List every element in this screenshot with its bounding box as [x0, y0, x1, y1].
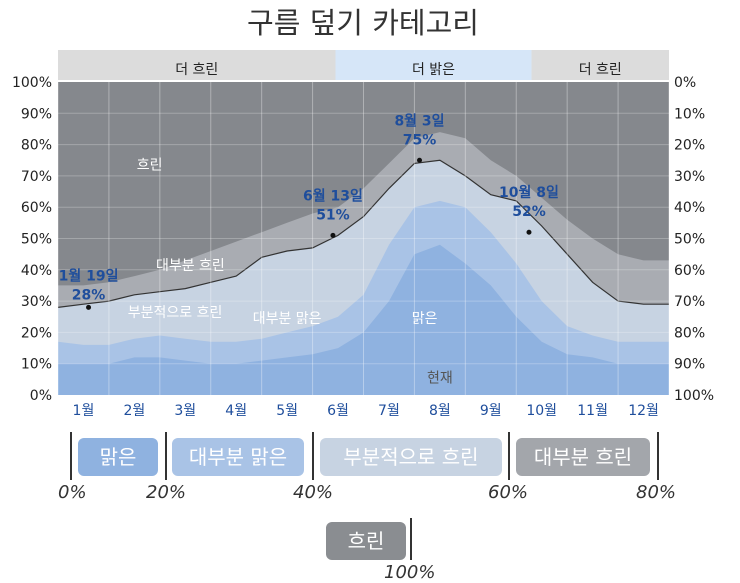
month-label: 11월: [577, 403, 608, 419]
y-left-tick: 30%: [21, 294, 52, 310]
y-right-tick: 40%: [674, 200, 705, 216]
annotation-date: 6월 13일: [303, 187, 363, 204]
area-series: [57, 82, 669, 395]
legend-box: 대부분 맑은: [172, 438, 304, 476]
annotation-date: 8월 3일: [394, 112, 444, 129]
region-label: 맑은: [412, 311, 438, 327]
grid-lines: [57, 82, 670, 395]
region-label: 현재: [427, 370, 453, 386]
month-label: 4월: [225, 403, 247, 419]
legend-box: 맑은: [78, 438, 158, 476]
y-left-tick: 70%: [21, 169, 52, 185]
month-label: 7월: [378, 403, 400, 419]
month-label: 3월: [174, 403, 196, 419]
month-label: 2월: [123, 403, 145, 419]
y-left-tick: 80%: [21, 138, 52, 154]
y-right-tick: 0%: [674, 75, 696, 91]
month-label: 8월: [429, 403, 451, 419]
month-label: 1월: [73, 403, 95, 419]
y-left-tick: 0%: [30, 388, 52, 404]
top-band-label: 더 흐린: [175, 62, 218, 78]
y-right-tick: 100%: [674, 388, 714, 404]
annotation-date: 1월 19일: [59, 267, 119, 284]
y-left-tick: 90%: [21, 106, 52, 122]
y-left-tick: 40%: [21, 263, 52, 279]
y-right-tick: 50%: [674, 232, 705, 248]
clear-sky-line: [57, 159, 669, 308]
top-band-label: 더 흐린: [579, 62, 622, 78]
top-band-2: [531, 50, 669, 80]
y-left-tick: 20%: [21, 325, 52, 341]
annotation-value: 51%: [316, 207, 350, 223]
legend-box: 흐린: [326, 522, 406, 560]
month-label: 5월: [276, 403, 298, 419]
y-right-tick: 70%: [674, 294, 705, 310]
y-right-tick: 30%: [674, 169, 705, 185]
annotation-date: 10월 8일: [499, 184, 559, 201]
annotation-value: 52%: [512, 204, 546, 220]
top-band-1: [335, 50, 532, 80]
y-left-tick: 10%: [21, 357, 52, 373]
top-bands: 더 흐린 더 밝은 더 흐린: [58, 50, 669, 80]
area-0: [58, 244, 669, 395]
chart-title: 구름 덮기 카테고리: [247, 6, 479, 40]
legend-box: 부분적으로 흐린: [320, 438, 502, 476]
y-axis-right: 100% 90% 80% 70% 60% 50% 40% 30% 20% 10% 0%: [674, 75, 714, 404]
y-right-tick: 80%: [674, 325, 705, 341]
y-axis-left: 0% 10% 20% 30% 40% 50% 60% 70% 80% 90% 100%: [12, 75, 52, 404]
y-left-tick: 50%: [21, 232, 52, 248]
y-right-tick: 90%: [674, 357, 705, 373]
month-label: 9월: [480, 403, 502, 419]
annotation-dot: [417, 157, 423, 163]
month-label: 6월: [327, 403, 349, 419]
x-axis-months: 1월 2월 3월 4월 5월 6월 7월 8월 9월 10월 11월 12월: [73, 403, 659, 419]
annotation-dot: [330, 232, 336, 238]
legend-box: 대부분 흐린: [516, 438, 650, 476]
annotation-value: 28%: [72, 287, 106, 303]
y-right-tick: 60%: [674, 263, 705, 279]
top-band-label: 더 밝은: [412, 62, 455, 78]
annotations: 1월 19일 28% 6월 13일 51% 8월 3일 75% 10월 8일 52%: [59, 112, 559, 310]
y-left-tick: 60%: [21, 200, 52, 216]
y-left-tick: 100%: [12, 75, 52, 91]
y-right-tick: 10%: [674, 106, 705, 122]
region-label: 흐린: [137, 158, 163, 174]
region-label: 대부분 흐린: [156, 258, 225, 274]
region-label: 부분적으로 흐린: [128, 305, 223, 321]
region-label: 대부분 맑은: [253, 311, 322, 327]
month-label: 10월: [526, 403, 557, 419]
annotation-dot: [86, 304, 92, 310]
annotation-value: 75%: [403, 132, 437, 148]
top-band-0: [58, 50, 336, 80]
annotation-dot: [526, 229, 532, 235]
month-label: 12월: [628, 403, 659, 419]
y-right-tick: 20%: [674, 138, 705, 154]
